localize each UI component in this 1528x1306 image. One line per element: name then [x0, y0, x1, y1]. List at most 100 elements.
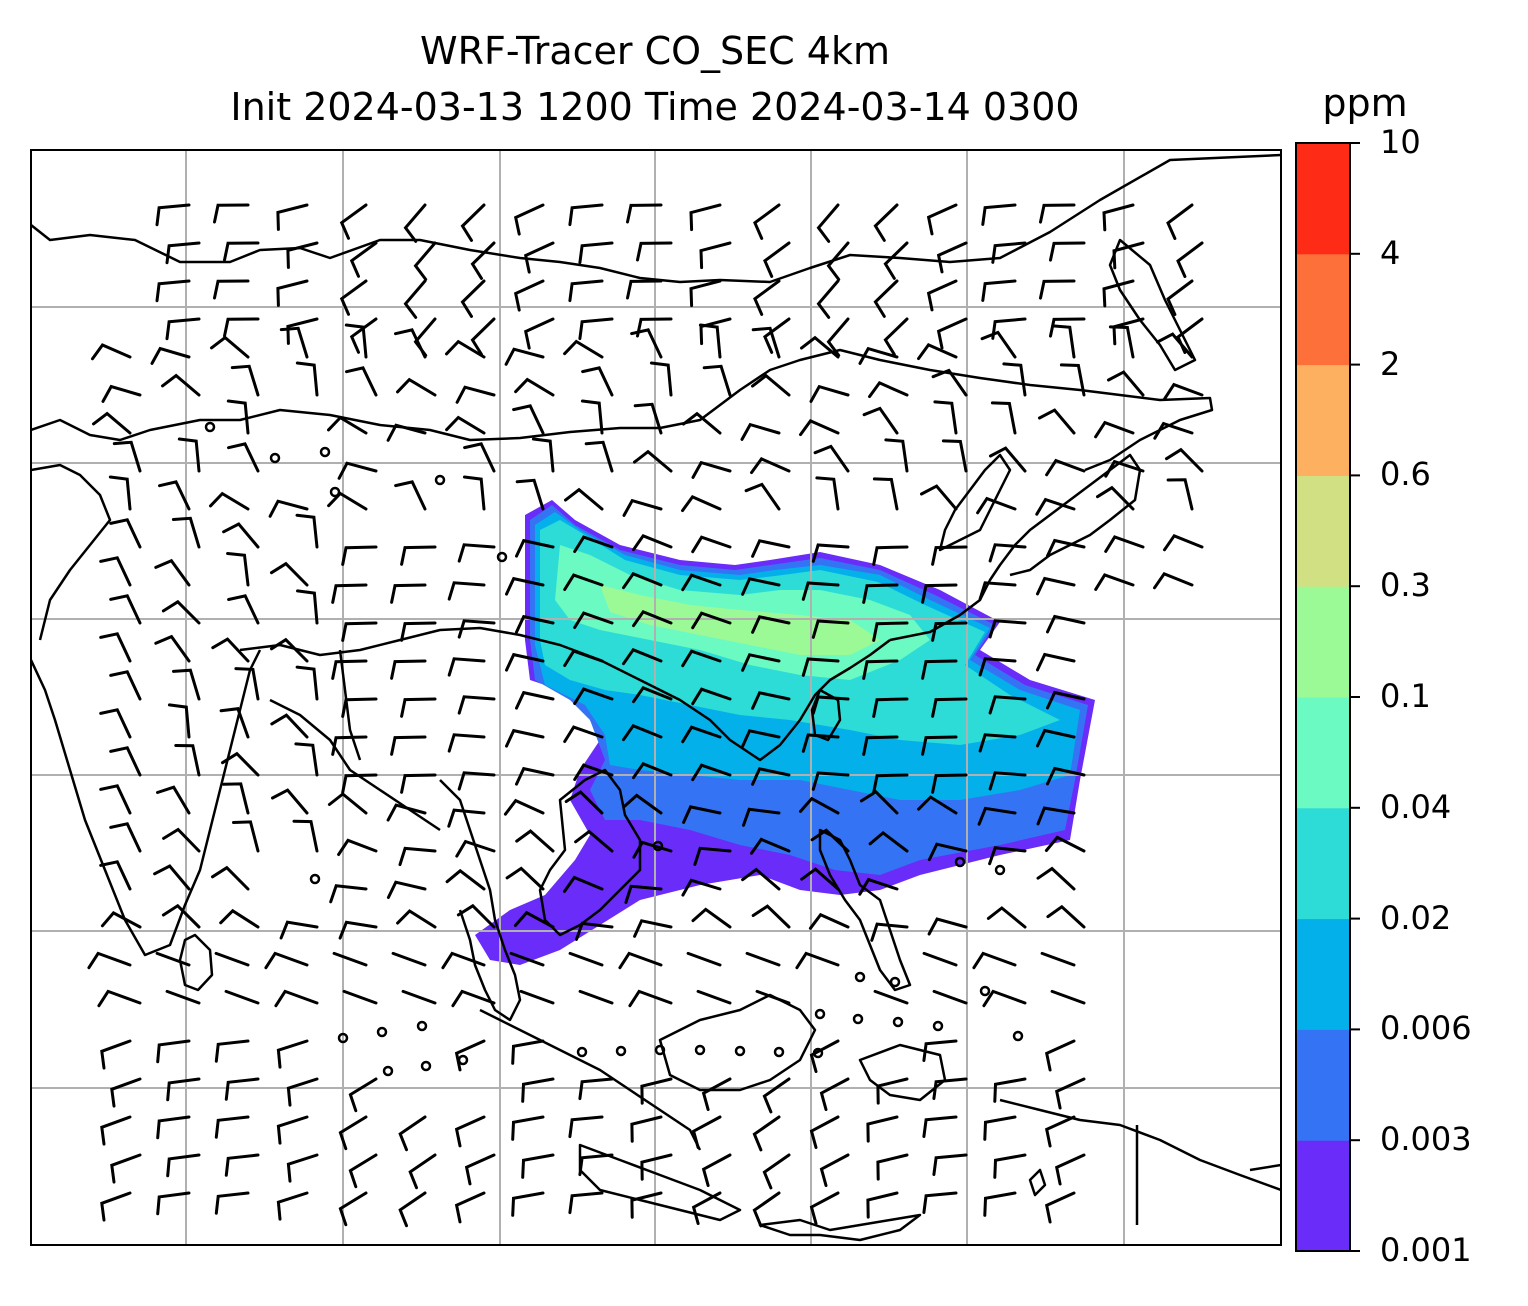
wind-barb — [1046, 538, 1086, 558]
colorbar-tick-label: 2 — [1380, 344, 1401, 383]
colorbar — [1295, 142, 1360, 1252]
wind-barb — [980, 330, 1017, 359]
wind-barb — [819, 1077, 850, 1111]
wind-barb — [271, 788, 309, 815]
wind-barb — [762, 1153, 791, 1190]
wind-barb — [447, 733, 486, 753]
wind-barb — [742, 807, 781, 827]
wind-barb — [270, 637, 309, 663]
coastlines-and-borders — [31, 153, 1281, 1242]
wind-barb — [150, 346, 191, 365]
wind-barb — [1153, 421, 1194, 440]
wind-barb — [109, 594, 142, 625]
wind-barb — [1059, 363, 1086, 397]
calm-wind-circle — [269, 452, 281, 464]
wind-barb — [511, 1115, 545, 1141]
wind-barb — [744, 482, 781, 511]
wind-barb — [872, 773, 909, 794]
map-title-line2: Init 2024-03-13 1200 Time 2024-03-14 030… — [230, 85, 1080, 129]
wind-barb — [862, 659, 899, 680]
wind-barb — [741, 577, 781, 596]
wind-barb — [447, 657, 486, 677]
calm-wind-circle — [852, 1013, 864, 1025]
wind-barb — [858, 877, 899, 896]
wind-barb — [390, 735, 427, 756]
wind-barb — [691, 763, 732, 782]
wind-barb — [338, 920, 378, 940]
wind-barb — [691, 611, 732, 630]
wind-barb — [993, 1153, 1027, 1179]
wind-barb — [581, 366, 614, 397]
wind-barb — [800, 867, 840, 891]
wind-barb — [396, 909, 437, 929]
wind-barb — [989, 446, 1027, 473]
wind-barb — [523, 317, 555, 350]
wind-barb — [933, 400, 958, 435]
wind-barb — [691, 1191, 722, 1225]
wind-barb — [1094, 420, 1135, 439]
wind-barb — [1046, 690, 1086, 710]
wind-barb — [751, 326, 781, 359]
wind-barb — [214, 951, 250, 967]
wind-barb — [809, 384, 850, 403]
wind-barb — [92, 411, 132, 435]
wind-barb — [1104, 459, 1145, 478]
wind-barb — [978, 581, 1017, 601]
wind-barb — [1166, 279, 1194, 316]
wind-barb — [872, 545, 909, 566]
wind-barb — [701, 1153, 732, 1187]
wind-barb — [341, 773, 378, 794]
wind-barb — [921, 735, 958, 756]
wind-barb — [563, 573, 604, 591]
calm-wind-circle — [329, 486, 341, 498]
wind-barb — [630, 1115, 663, 1143]
wind-barb — [213, 279, 250, 300]
wind-barb — [741, 729, 781, 748]
wind-barb — [568, 1191, 604, 1215]
wind-barb — [511, 1191, 545, 1217]
calm-wind-circle — [889, 976, 901, 988]
wind-barb — [563, 875, 604, 893]
wind-barb — [219, 908, 260, 929]
wind-barb — [390, 583, 427, 604]
calm-wind-circle — [734, 1045, 746, 1057]
wind-barb — [701, 1077, 732, 1111]
wind-barb — [819, 1153, 850, 1187]
wind-barb — [341, 545, 378, 566]
wind-barb — [292, 819, 319, 853]
wind-barb — [813, 444, 850, 473]
wind-barb — [1166, 478, 1194, 511]
wind-barb — [345, 366, 378, 397]
wind-barb — [873, 203, 899, 242]
wind-barb — [568, 203, 604, 227]
wind-barb — [91, 343, 132, 361]
wind-barb — [276, 1039, 309, 1069]
wind-barb — [698, 323, 722, 359]
wind-barb — [983, 1115, 1017, 1141]
wind-barb — [447, 581, 486, 601]
wind-barb — [1153, 571, 1194, 590]
calm-wind-circle — [892, 1016, 904, 1028]
wind-barb — [801, 733, 840, 753]
wind-barb — [456, 903, 496, 929]
wind-barb — [386, 803, 427, 822]
wind-barb — [1036, 728, 1076, 748]
wind-barb — [751, 615, 791, 634]
wind-barb — [699, 317, 732, 346]
wind-barb — [751, 691, 791, 710]
wind-barb — [753, 279, 781, 316]
wind-barb — [862, 583, 899, 604]
wind-barb — [348, 1153, 378, 1189]
wind-barb — [1049, 241, 1086, 262]
wind-barb — [445, 339, 486, 359]
wind-barb — [99, 556, 132, 587]
wind-barb — [870, 922, 909, 942]
wind-barb — [100, 1115, 132, 1146]
wind-barb — [1104, 535, 1145, 553]
wind-barb — [681, 878, 722, 897]
wind-barb — [515, 538, 555, 558]
wind-barb — [349, 241, 378, 278]
wind-barb — [1044, 1191, 1076, 1224]
wind-barb — [451, 989, 496, 1008]
calm-wind-circle — [854, 971, 866, 983]
